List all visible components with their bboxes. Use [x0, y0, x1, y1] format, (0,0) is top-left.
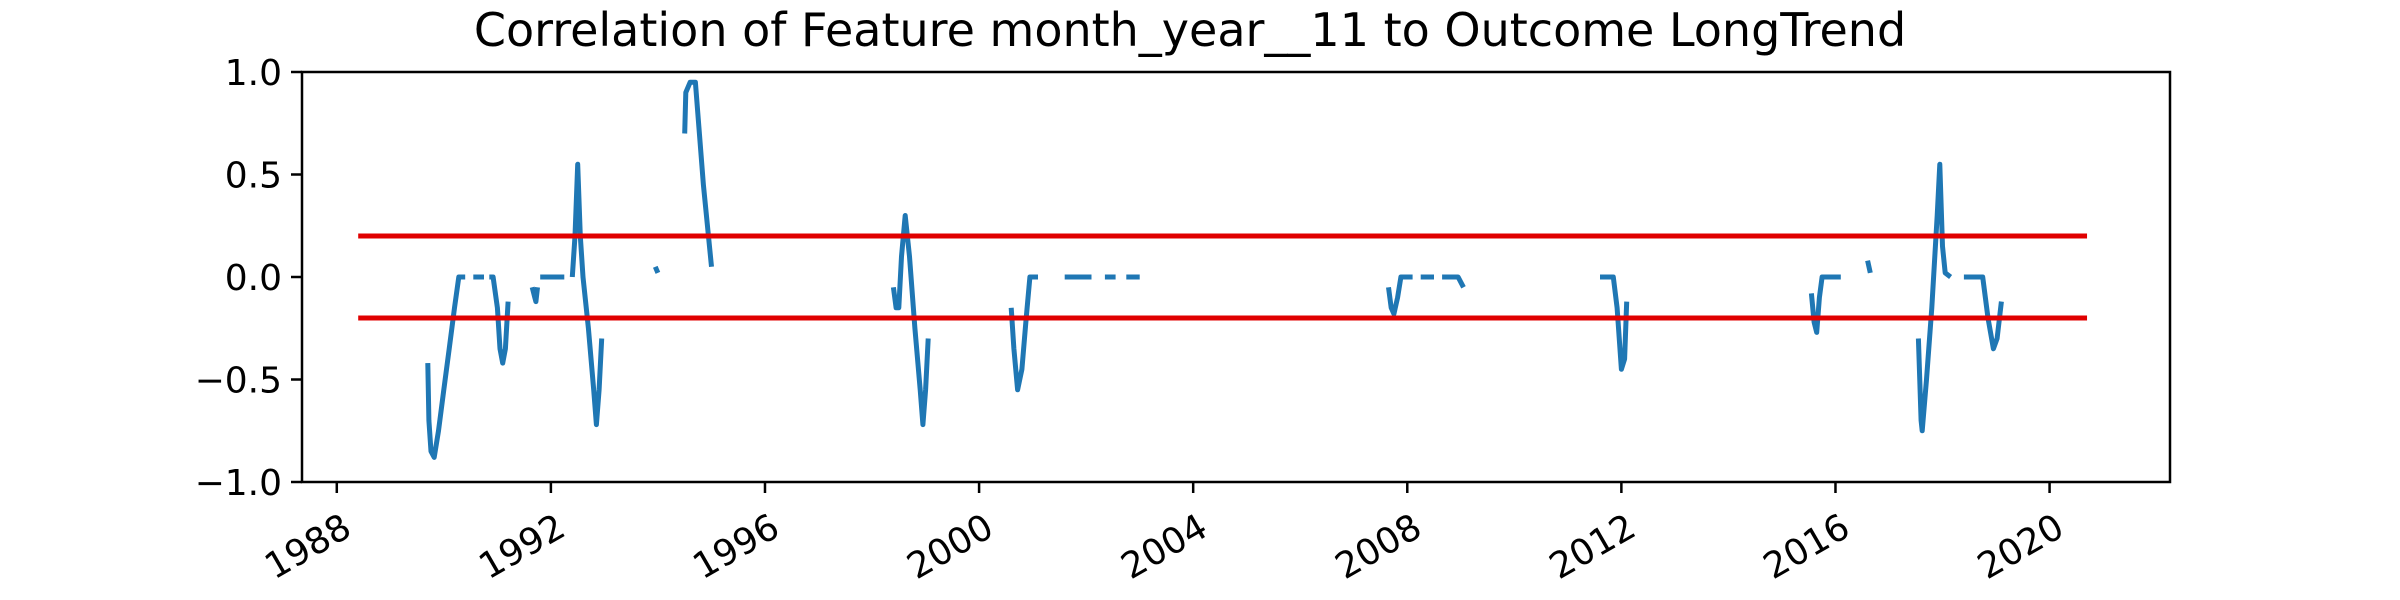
x-tick-label: 1988	[258, 506, 358, 587]
series-segment	[1008, 274, 1038, 393]
x-tick-label: 1992	[472, 506, 572, 587]
series-segment	[890, 213, 931, 428]
series-segment	[1600, 274, 1630, 372]
series-segment	[489, 274, 511, 366]
y-tick-label: 1.0	[225, 53, 282, 94]
x-tick-label: 2004	[1115, 506, 1215, 587]
series-segment	[653, 265, 661, 274]
series-segment	[1865, 260, 1873, 274]
x-tick-label: 2000	[901, 506, 1001, 587]
series-segment	[1963, 274, 2004, 352]
y-tick-label: 0.0	[225, 258, 282, 299]
x-tick-label: 2008	[1329, 506, 1429, 587]
y-tick-label: −0.5	[195, 361, 282, 402]
series-segment	[425, 274, 466, 460]
chart-title: Correlation of Feature month_year__11 to…	[474, 3, 1906, 57]
series-segment	[1386, 274, 1413, 317]
series-segment	[529, 286, 540, 305]
x-tick-label: 2012	[1543, 506, 1643, 587]
y-tick-label: 0.5	[225, 156, 282, 197]
series-segment	[1915, 161, 1953, 434]
series-segment	[682, 79, 714, 268]
y-tick-label: −1.0	[195, 463, 282, 504]
x-tick-label: 2020	[1971, 506, 2071, 587]
series-segment	[569, 161, 605, 428]
series-segment	[1442, 274, 1466, 289]
x-tick-label: 1996	[686, 506, 786, 587]
series-segment	[1808, 274, 1841, 335]
x-tick-label: 2016	[1757, 506, 1857, 587]
plot-area	[358, 79, 2088, 460]
